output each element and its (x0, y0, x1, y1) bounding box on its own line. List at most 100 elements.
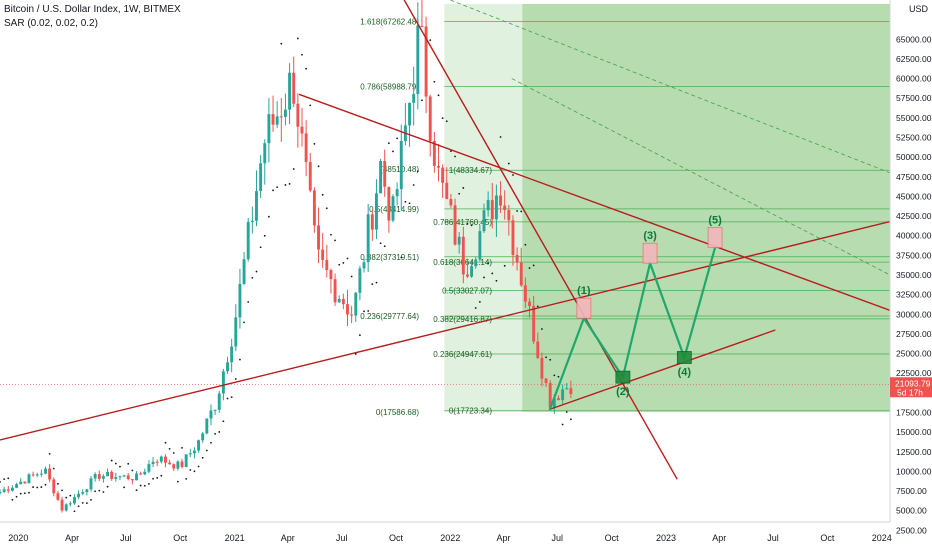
sar-dot (301, 53, 303, 56)
candle (246, 222, 250, 260)
sar-dot (491, 272, 494, 275)
candle (242, 259, 246, 284)
sar-dot (11, 498, 14, 501)
candle (56, 493, 60, 500)
candle (424, 26, 428, 97)
sar-dot (367, 310, 370, 312)
candle (188, 453, 192, 455)
sar-dot (338, 263, 341, 266)
sar-dot (23, 492, 26, 495)
sar-dot (478, 301, 481, 303)
sar-dot (176, 480, 179, 483)
candle (449, 199, 453, 206)
sar-dot (305, 67, 308, 70)
price-tick-label: 60000.00 (896, 74, 932, 84)
wave-marker (676, 351, 692, 364)
candle (93, 474, 97, 479)
candle (6, 489, 10, 491)
candle (370, 214, 374, 230)
candle (283, 109, 287, 117)
chart-legend: Bitcoin / U.S. Dollar Index, 1W, BITMEX … (4, 3, 181, 31)
sar-dot (462, 187, 465, 189)
sar-dot (321, 193, 324, 196)
sar-dot (545, 356, 547, 359)
bar-countdown: 5d 17h (897, 387, 923, 397)
time-tick-label: 2021 (225, 533, 245, 543)
time-tick-label: Oct (173, 533, 188, 543)
candle (412, 93, 416, 103)
candle (27, 474, 31, 484)
candle (540, 357, 544, 379)
candle (279, 116, 283, 118)
candle (312, 190, 316, 226)
sar-dot (565, 411, 568, 413)
candle (321, 249, 325, 260)
candle (437, 165, 440, 168)
wave-marker (615, 370, 631, 384)
candle (457, 236, 461, 245)
sar-dot (57, 482, 59, 485)
sar-dot (421, 99, 423, 102)
sar-dot (561, 423, 564, 426)
sar-dot (292, 168, 295, 170)
candle (523, 285, 527, 302)
sar-dot (416, 170, 419, 173)
candle (292, 72, 296, 104)
candle (391, 196, 395, 221)
time-tick-label: 2022 (440, 533, 460, 543)
sar-dot (383, 245, 386, 248)
currency-label: USD (909, 4, 929, 14)
sar-dot (114, 462, 117, 465)
time-tick-label: Apr (496, 533, 510, 543)
price-tick-label: 7500.00 (896, 486, 927, 496)
candle (304, 133, 308, 162)
sar-dot (466, 223, 469, 225)
sar-dot (181, 446, 183, 449)
last-price-value: 21093.79 (895, 378, 931, 388)
candle (176, 461, 180, 469)
sar-dot (437, 94, 440, 97)
sar-dot (168, 447, 171, 450)
sar-dot (205, 449, 208, 452)
candle (499, 195, 502, 206)
candle (341, 298, 345, 305)
sar-dot (507, 162, 510, 165)
candle (39, 473, 43, 475)
indicator-label: SAR (0.02, 0.02, 0.2) (4, 18, 98, 29)
candle (296, 103, 300, 127)
price-tick-label: 37500.00 (896, 250, 932, 260)
candle (197, 440, 201, 451)
fib-label: 0.236(24947.61) (433, 350, 492, 359)
sar-dot (532, 264, 535, 267)
sar-dot (483, 276, 485, 279)
price-tick-label: 10000.00 (896, 466, 932, 476)
sar-dot (387, 142, 390, 145)
sar-dot (524, 243, 527, 246)
price-tick-label: 50000.00 (896, 152, 932, 162)
time-tick-label: Jul (120, 533, 132, 543)
sar-dot (309, 104, 312, 107)
sar-dot (123, 486, 126, 489)
candle (561, 389, 565, 401)
candle (135, 473, 138, 481)
candle (77, 493, 81, 498)
price-tick-label: 30000.00 (896, 309, 932, 319)
time-axis-bg (0, 522, 890, 550)
sar-dot (189, 469, 192, 471)
candle (453, 205, 457, 245)
price-tick-label: 2500.00 (896, 525, 927, 535)
candle (333, 279, 337, 303)
sar-dot (474, 307, 477, 309)
sar-dot (110, 459, 113, 462)
sar-dot (553, 374, 556, 377)
sar-dot (404, 200, 407, 203)
sar-dot (160, 474, 163, 477)
fib-label: (48510.48) (380, 165, 419, 174)
sar-dot (280, 42, 283, 45)
price-tick-label: 35000.00 (896, 270, 932, 280)
sar-dot (346, 257, 349, 260)
sar-dot (48, 452, 51, 455)
price-tick-label: 42500.00 (896, 211, 932, 221)
sar-dot (503, 264, 506, 267)
